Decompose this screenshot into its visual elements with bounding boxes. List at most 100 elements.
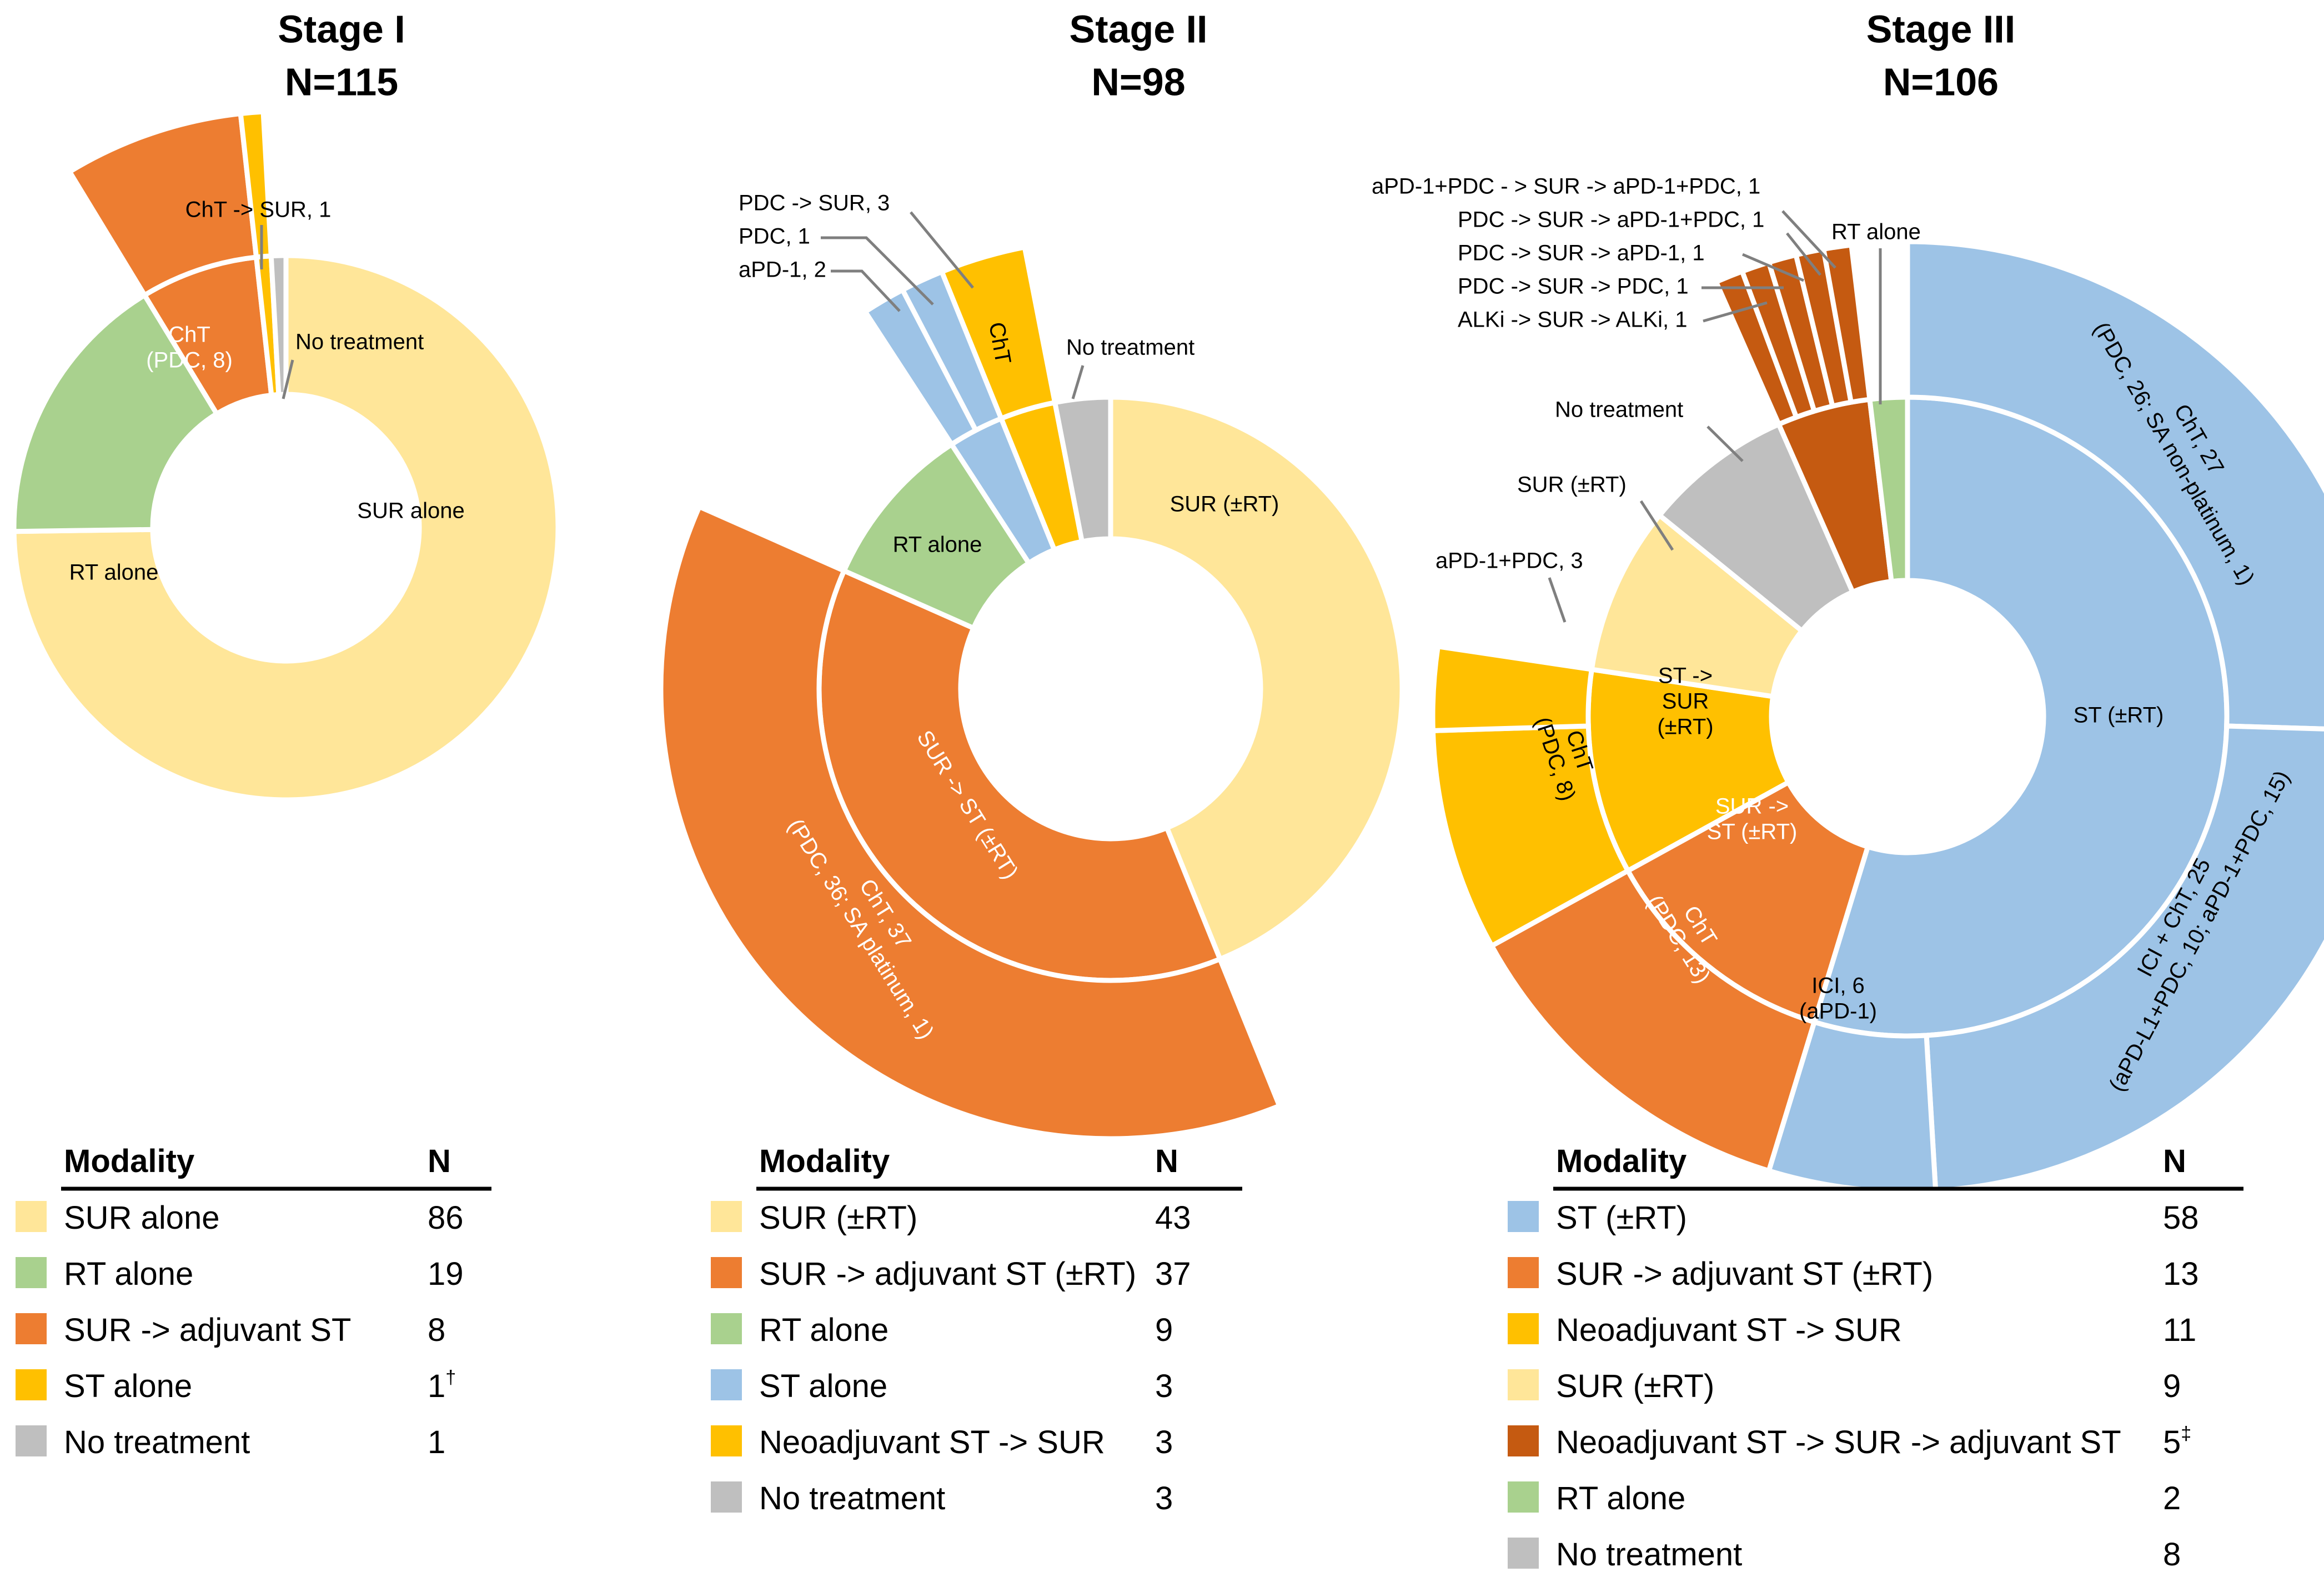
slice-outer [1488, 867, 1818, 1174]
table-cell-modality: No treatment [1556, 1536, 1742, 1573]
leader-line [1706, 425, 1744, 462]
leader-line [821, 236, 934, 306]
table-cell-n: 43 [1155, 1200, 1191, 1236]
slice-inner [1866, 394, 1910, 584]
leader-line [1071, 365, 1085, 399]
callout-label: aPD-1+PDC, 3 [1435, 549, 1583, 573]
table-cell-n: 9 [1155, 1312, 1173, 1348]
table-header-n: N [1155, 1143, 1178, 1179]
callout-label: No treatment [1066, 336, 1194, 360]
slice-label: ST (±RT) [1707, 820, 1798, 844]
table-cell-modality: SUR (±RT) [759, 1200, 917, 1236]
callout-label: PDC -> SUR, 3 [739, 191, 890, 216]
chart-subtitle: N=115 [285, 60, 398, 103]
callout-label-group: ChT -> SUR, 1 [185, 198, 332, 222]
callout-label-group: PDC, 1 [739, 224, 810, 249]
legend-swatch [16, 1425, 47, 1456]
slice-label-group: RT alone [69, 560, 159, 585]
slice-label: SUR -> [1715, 794, 1789, 819]
chart-subtitle-group: N=115 [285, 60, 398, 103]
table-cell-modality: SUR (±RT) [1556, 1368, 1714, 1404]
table-header-n: N [2163, 1143, 2186, 1179]
callout-label: RT alone [1831, 220, 1921, 244]
table-cell-n: 1† [428, 1367, 456, 1404]
callout-label-group: aPD-1+PDC - > SUR -> aPD-1+PDC, 1 [1372, 174, 1760, 199]
table-cell-n: 19 [428, 1256, 464, 1292]
table-cell-modality: RT alone [1556, 1480, 1685, 1516]
leader-line [910, 211, 974, 289]
table-cell-n: 13 [2163, 1256, 2199, 1292]
table-cell-modality: No treatment [64, 1424, 250, 1460]
legend-swatch [16, 1313, 47, 1344]
legend-swatch [1508, 1538, 1539, 1569]
callout-label: PDC -> SUR -> PDC, 1 [1458, 274, 1689, 299]
slice-inner [11, 253, 561, 803]
leader-line [1548, 577, 1567, 623]
leader-line [1742, 253, 1804, 282]
table-cell-n: 8 [2163, 1536, 2181, 1573]
slice-label: (aPD-1) [1799, 999, 1877, 1024]
leader-line [1786, 232, 1821, 276]
legend-swatch [16, 1369, 47, 1400]
slice-label-group: SUR alone [357, 499, 464, 523]
legend-swatch [16, 1201, 47, 1232]
footnote-mark: † [445, 1367, 456, 1388]
table-cell-modality: ST alone [759, 1368, 887, 1404]
slice-label: RT alone [893, 533, 982, 557]
chart-title: Stage I [278, 7, 405, 51]
legend-swatch [711, 1369, 742, 1400]
table-cell-modality: RT alone [64, 1256, 193, 1292]
slice-outer [1820, 242, 1873, 405]
callout-label: PDC, 1 [739, 224, 810, 249]
chart-title-group: Stage III [1866, 7, 2015, 51]
table-cell-modality: ST (±RT) [1556, 1200, 1687, 1236]
table-header-modality: Modality [1556, 1143, 1686, 1179]
legend-swatch [711, 1201, 742, 1232]
table-cell-n: 9 [2163, 1368, 2181, 1404]
callout-label-group: RT alone [1831, 220, 1921, 244]
slice-inner [1656, 420, 1856, 634]
slice-inner [1589, 512, 1806, 699]
table-cell-modality: No treatment [759, 1480, 945, 1516]
callout-label-group: ALKi -> SUR -> ALKi, 1 [1458, 308, 1688, 332]
legend-swatch [1508, 1201, 1539, 1232]
slice-label: ST -> [1658, 664, 1713, 688]
table-cell-modality: ST alone [64, 1368, 192, 1404]
callout-label: PDC -> SUR -> aPD-1+PDC, 1 [1458, 208, 1764, 232]
chart-title: Stage II [1070, 7, 1208, 51]
table-cell-n: 5‡ [2163, 1423, 2191, 1460]
legend-swatch [711, 1481, 742, 1513]
leader-line [282, 359, 294, 399]
callout-label-group: No treatment [1555, 398, 1683, 422]
leader-line [1703, 301, 1768, 323]
legend-swatch [711, 1313, 742, 1344]
table-cell-modality: SUR -> adjuvant ST [64, 1312, 351, 1348]
table-cell-modality: SUR -> adjuvant ST (±RT) [1556, 1256, 1933, 1292]
slice-label: SUR [1662, 689, 1709, 714]
slice-outer [1905, 239, 2324, 732]
callout-label-group: aPD-1, 2 [739, 258, 826, 282]
callout-label: No treatment [1555, 398, 1683, 422]
slice-outer [658, 503, 1283, 1142]
table-header-modality: Modality [759, 1143, 890, 1179]
slice-label-group: RT alone [893, 533, 982, 557]
table-cell-n: 37 [1155, 1256, 1191, 1292]
leader-line [1639, 500, 1674, 551]
slice-inner [1108, 394, 1405, 963]
slice-label: SUR alone [357, 499, 464, 523]
callout-label-group: No treatment [295, 330, 424, 354]
callout-label: ALKi -> SUR -> ALKi, 1 [1458, 308, 1688, 332]
table-cell-modality: RT alone [759, 1312, 889, 1348]
table-cell-n: 3 [1155, 1424, 1173, 1460]
callout-label: aPD-1, 2 [739, 258, 826, 282]
chart-subtitle-group: N=98 [1091, 60, 1185, 103]
callout-label: aPD-1+PDC - > SUR -> aPD-1+PDC, 1 [1372, 174, 1760, 199]
slice-label: (±RT) [1657, 715, 1713, 739]
slice-outer [1430, 643, 1595, 733]
chart-subtitle: N=98 [1091, 60, 1185, 103]
callout-label-group: PDC -> SUR, 3 [739, 191, 890, 216]
legend-swatch [711, 1425, 742, 1456]
legend-swatch [1508, 1257, 1539, 1288]
table-cell-modality: Neoadjuvant ST -> SUR [1556, 1312, 1902, 1348]
table-cell-n: 3 [1155, 1480, 1173, 1516]
